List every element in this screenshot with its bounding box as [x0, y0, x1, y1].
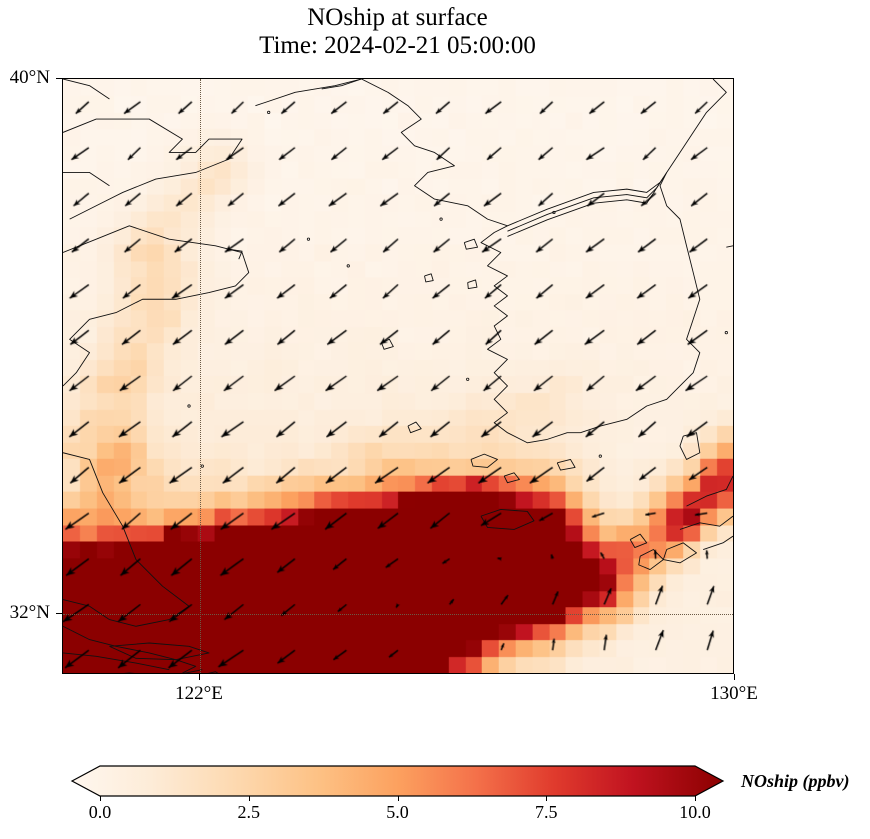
ytick-label-32: 32°N: [9, 602, 50, 623]
ytick-mark-0: [56, 78, 62, 79]
xtick-label-122: 122°E: [175, 683, 223, 704]
title-primary: NOship at surface: [307, 4, 488, 31]
wind-quiver-layer: [63, 79, 733, 673]
colorbar-body: [70, 765, 725, 797]
colorbar-tick-label-1: 2.5: [237, 802, 261, 822]
map-axes: [62, 78, 734, 674]
figure-title: NOship at surface Time: 2024-02-21 05:00…: [0, 4, 795, 60]
xtick-mark-1: [734, 674, 735, 680]
colorbar-label: NOship (ppbv): [741, 771, 850, 791]
colorbar-tick-mark-4: [695, 796, 696, 801]
colorbar-tick-mark-0: [100, 796, 101, 801]
title-timestamp: Time: 2024-02-21 05:00:00: [259, 32, 536, 59]
ytick-label-40: 40°N: [9, 67, 50, 88]
colorbar-tick-mark-2: [397, 796, 399, 801]
gridline-122E: [200, 79, 201, 673]
ytick-mark-1: [56, 613, 62, 614]
colorbar-tick-label-0: 0.0: [88, 802, 112, 822]
gridline-32N: [63, 614, 733, 615]
colorbar-tick-mark-1: [248, 796, 250, 801]
colorbar-tick-label-4: 10.0: [679, 802, 711, 822]
colorbar-tick-mark-3: [546, 796, 548, 801]
xtick-mark-0: [199, 674, 200, 680]
colorbar-gradient: [70, 765, 725, 797]
xtick-label-130: 130°E: [710, 683, 758, 704]
colorbar-tick-label-2: 5.0: [386, 802, 409, 822]
colorbar-tick-label-3: 7.5: [535, 802, 558, 822]
